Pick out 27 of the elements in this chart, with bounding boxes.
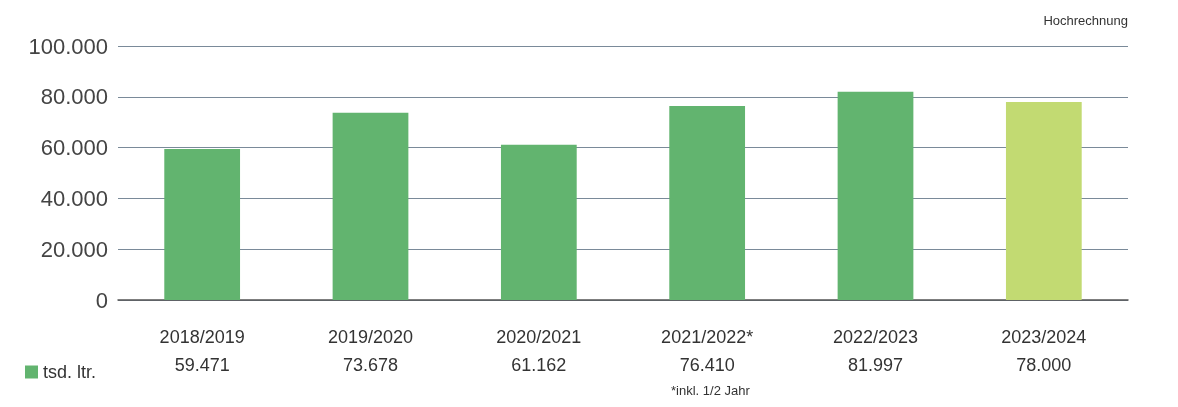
data-label: 59.471 (174, 355, 230, 375)
bar (500, 144, 577, 300)
bar (164, 148, 241, 300)
x-tick-label: 2019/2020 (327, 327, 414, 347)
text: Hochrechnung (1043, 13, 1129, 28)
bar (837, 91, 914, 300)
text: *inkl. 1/2 Jahr (671, 383, 751, 398)
y-tick-label: 80.000 (40, 84, 108, 110)
data-label: 61.162 (511, 355, 567, 375)
y-tick-label: 60.000 (40, 135, 108, 161)
y-tick-label: 40.000 (40, 185, 108, 211)
data-label: 73.678 (342, 355, 399, 375)
bar (1005, 101, 1082, 300)
x-tick-label: 2023/2024 (1001, 327, 1087, 347)
x-tick-label: 2020/2021 (496, 327, 582, 347)
legend-label: tsd. ltr. (43, 362, 97, 382)
y-tick-label: 0 (95, 287, 108, 313)
data-label: 78.000 (1016, 355, 1072, 375)
data-label: 81.997 (847, 355, 904, 375)
data-label: 76.410 (679, 355, 735, 375)
x-tick-label: 2022/2023 (832, 327, 919, 347)
bar (332, 112, 409, 300)
bar (669, 105, 746, 300)
y-tick-label: 100.000 (28, 33, 108, 59)
x-tick-label: 2021/2022* (661, 327, 754, 347)
y-tick-label: 20.000 (40, 236, 108, 262)
x-tick-label: 2018/2019 (159, 327, 245, 347)
